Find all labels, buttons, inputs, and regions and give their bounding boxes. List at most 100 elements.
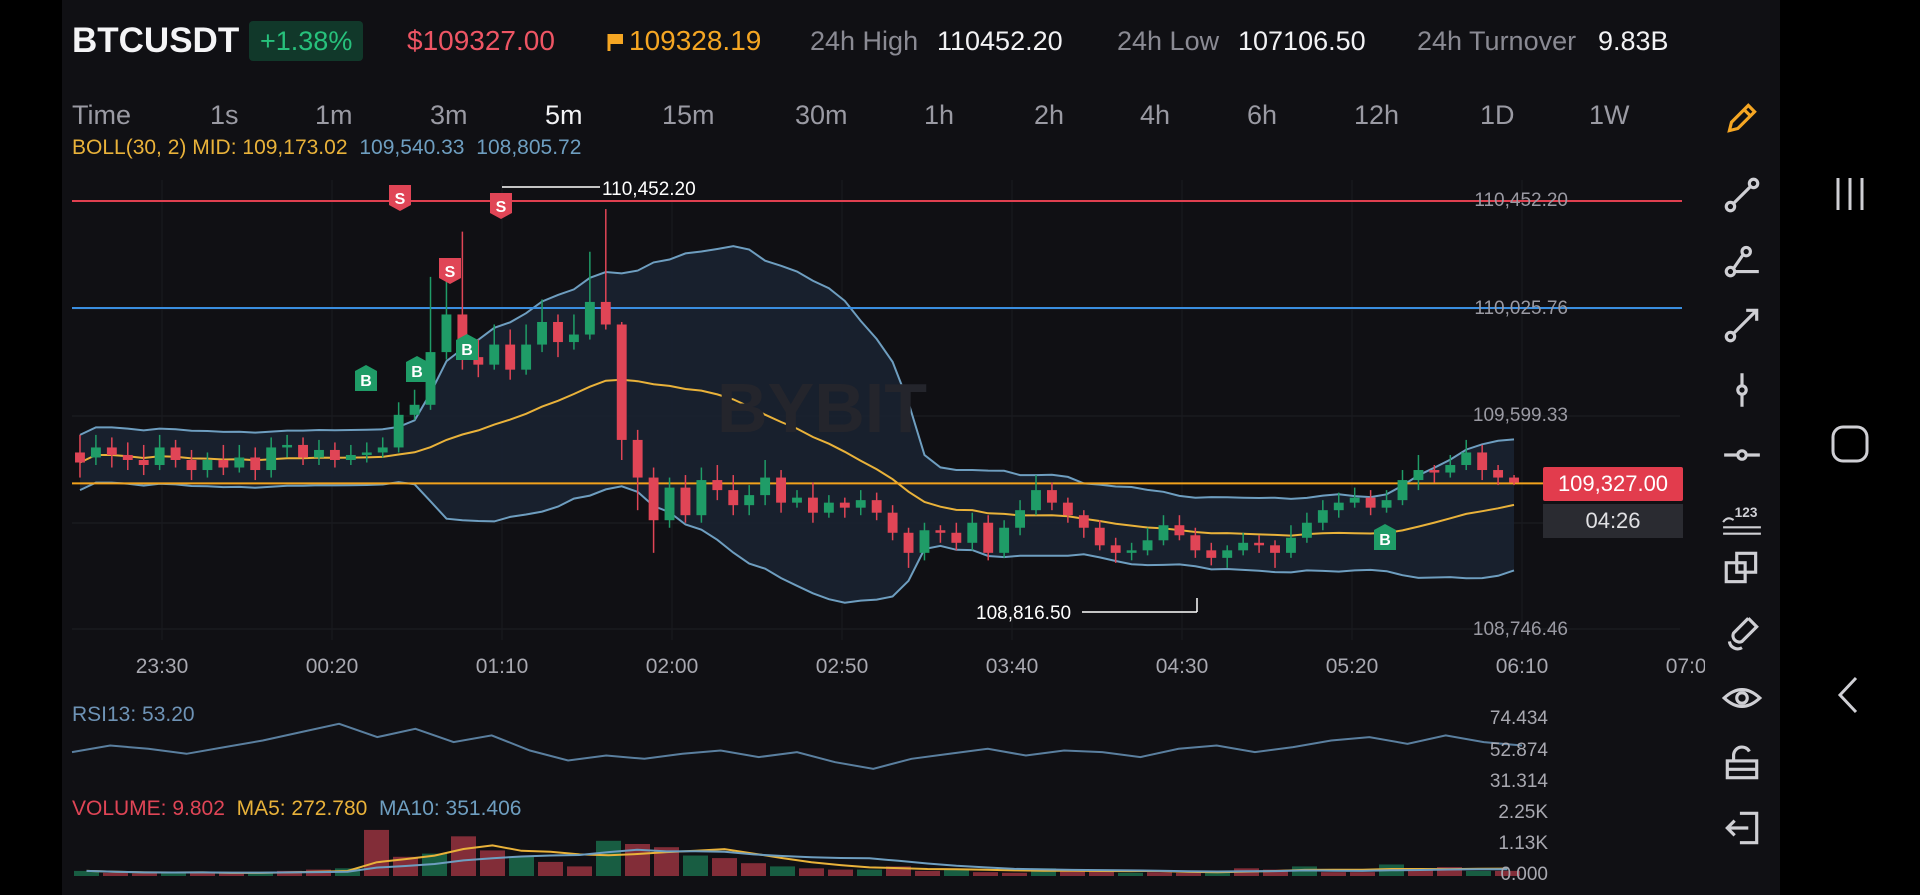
candle-body bbox=[1333, 502, 1344, 511]
buy-signal-marker bbox=[456, 334, 478, 360]
horizontal-line-icon[interactable] bbox=[1719, 432, 1765, 478]
back-icon[interactable] bbox=[1828, 673, 1872, 717]
signal-marker-label: B bbox=[411, 364, 423, 381]
timeframe-4h[interactable]: 4h bbox=[1140, 100, 1171, 130]
volume-axis-label: 2.25K bbox=[1498, 802, 1548, 823]
volume-bar bbox=[596, 840, 621, 876]
time-axis-label: 03:40 bbox=[985, 655, 1039, 678]
candle-body bbox=[505, 344, 516, 370]
price-label-icon[interactable]: 123 bbox=[1719, 497, 1765, 543]
candle-body bbox=[616, 324, 627, 440]
time-axis-label: 02:50 bbox=[815, 655, 869, 678]
magnet-icon[interactable] bbox=[1719, 610, 1765, 656]
candle-body bbox=[218, 459, 229, 468]
timeframe-5m[interactable]: 5m bbox=[545, 100, 583, 130]
symbol-title[interactable]: BTCUSDT bbox=[72, 21, 240, 60]
bollinger-band-fill bbox=[80, 246, 1514, 603]
timeframe-2h[interactable]: 2h bbox=[1034, 100, 1065, 130]
home-icon[interactable] bbox=[1828, 422, 1872, 466]
change-badge: +1.38% bbox=[249, 21, 364, 61]
timeframe-1w[interactable]: 1W bbox=[1589, 100, 1630, 130]
low-label: 24h Low bbox=[1117, 26, 1220, 56]
candle-body bbox=[1222, 550, 1233, 558]
high-label: 24h High bbox=[810, 26, 919, 56]
candle-body bbox=[361, 452, 372, 455]
candle-body bbox=[1429, 470, 1440, 473]
candle-body bbox=[568, 334, 579, 343]
candle-body bbox=[329, 449, 340, 460]
volume-bar bbox=[1495, 870, 1520, 876]
candle-body bbox=[314, 449, 324, 458]
candle-body bbox=[1078, 515, 1089, 528]
eye-icon[interactable] bbox=[1719, 675, 1765, 721]
volume-bar bbox=[1176, 872, 1201, 876]
time-axis-label: 05:20 bbox=[1325, 655, 1379, 678]
ma5-label: MA5: 272.780 bbox=[236, 797, 368, 820]
signal-marker-label: S bbox=[496, 199, 507, 216]
sell-signal-marker bbox=[490, 193, 512, 219]
candlestick-chart[interactable]: BYBIT 110,452.20 108,816.50 S S S B B B B bbox=[62, 0, 1705, 895]
volume-axis-label: 1.13K bbox=[1498, 833, 1548, 854]
candle-body bbox=[1031, 490, 1041, 511]
current-price-tag: 109,327.00 bbox=[1543, 467, 1683, 501]
candle-body bbox=[1015, 510, 1026, 528]
ray-icon[interactable] bbox=[1719, 237, 1765, 283]
candle-body bbox=[600, 301, 611, 325]
system-nav-bar bbox=[1780, 0, 1920, 895]
volume-bar bbox=[190, 872, 215, 876]
timeframe-1d[interactable]: 1D bbox=[1480, 100, 1515, 130]
volume-bar bbox=[509, 856, 534, 876]
candle-body bbox=[903, 532, 914, 553]
signal-marker-label: B bbox=[1379, 532, 1391, 549]
candle-body bbox=[999, 527, 1010, 553]
candle-body bbox=[1477, 452, 1488, 471]
timeframe-1s[interactable]: 1s bbox=[210, 100, 239, 130]
volume-bar bbox=[1002, 872, 1027, 876]
high-value: 110452.20 bbox=[937, 26, 1063, 56]
timeframe-6h[interactable]: 6h bbox=[1247, 100, 1278, 130]
sell-signal-marker bbox=[389, 185, 411, 211]
candle-body bbox=[138, 459, 149, 466]
recent-apps-icon[interactable] bbox=[1828, 172, 1872, 216]
candle-body bbox=[234, 457, 245, 468]
timeframe-1h[interactable]: 1h bbox=[924, 100, 955, 130]
timeframe-3m[interactable]: 3m bbox=[430, 100, 468, 130]
rsi-axis-label: 31.314 bbox=[1489, 771, 1548, 792]
candle-body bbox=[823, 502, 834, 513]
candle-body bbox=[457, 314, 468, 358]
drawing-toolbar: 123 bbox=[1705, 0, 1780, 895]
layers-icon[interactable] bbox=[1719, 545, 1765, 591]
candle-body bbox=[1206, 550, 1217, 558]
time-axis-label: 06:10 bbox=[1495, 655, 1549, 678]
exit-icon[interactable] bbox=[1719, 805, 1765, 851]
candle-body bbox=[1493, 470, 1504, 478]
candle-body bbox=[744, 495, 755, 506]
candle-body bbox=[951, 532, 962, 543]
timeframe-30m[interactable]: 30m bbox=[795, 100, 848, 130]
volume-bar bbox=[1089, 870, 1114, 876]
timeframe-12h[interactable]: 12h bbox=[1354, 100, 1400, 130]
volume-bar bbox=[538, 861, 563, 876]
ma10-label: MA10: 351.406 bbox=[379, 797, 522, 820]
arrow-icon[interactable] bbox=[1719, 302, 1765, 348]
candle-body bbox=[1270, 545, 1280, 553]
volume-bar bbox=[1118, 872, 1143, 876]
lock-icon[interactable] bbox=[1719, 740, 1765, 786]
volume-bar bbox=[1466, 870, 1491, 876]
timeframe-1m[interactable]: 1m bbox=[315, 100, 353, 130]
line-icon[interactable] bbox=[1719, 172, 1765, 218]
price-axis-label: 109,599.33 bbox=[1472, 405, 1568, 426]
mark-price-value: 109328.19 bbox=[629, 25, 762, 56]
vertical-line-icon[interactable] bbox=[1719, 367, 1765, 413]
timeframe-15m[interactable]: 15m bbox=[662, 100, 715, 130]
timeframe-time[interactable]: Time bbox=[72, 100, 131, 130]
candle-body bbox=[1461, 452, 1472, 466]
rsi-axis-label: 52.874 bbox=[1489, 740, 1548, 761]
turnover-label: 24h Turnover bbox=[1417, 26, 1577, 56]
mark-price: 109328.19 bbox=[607, 18, 761, 66]
last-price: $109327.00 bbox=[407, 25, 555, 56]
candle-body bbox=[855, 500, 866, 508]
pencil-icon[interactable] bbox=[1719, 95, 1765, 141]
candle-body bbox=[537, 321, 547, 345]
signal-marker-label: B bbox=[360, 373, 372, 390]
